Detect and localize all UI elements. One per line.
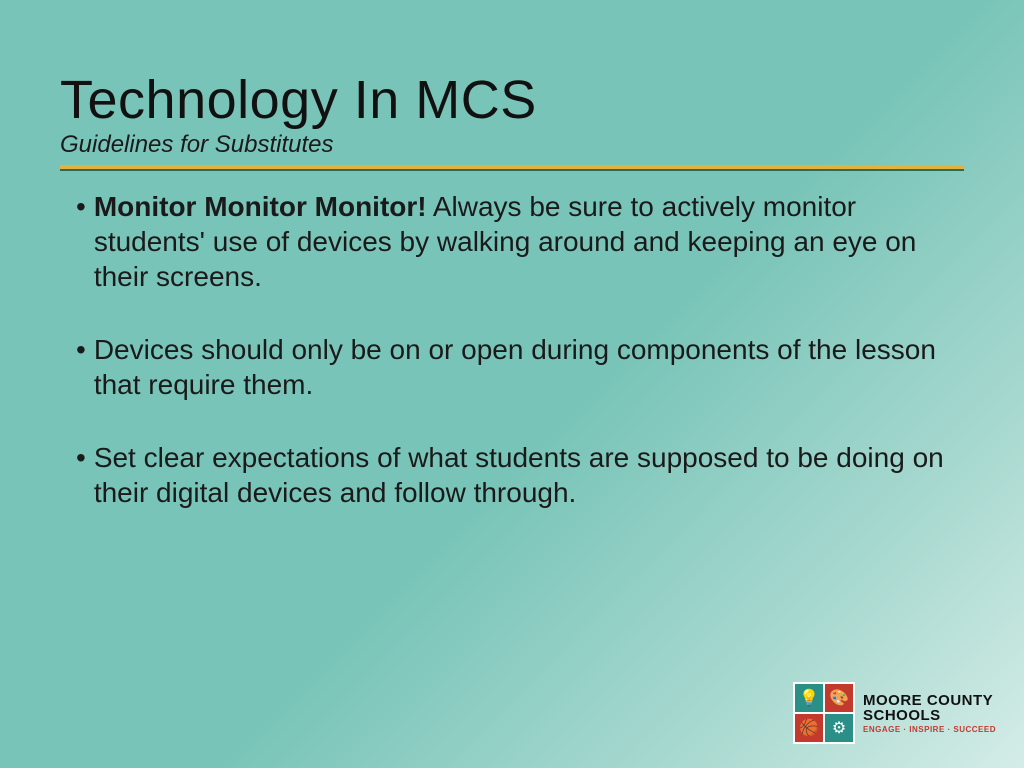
bullet-dot: • (76, 440, 86, 510)
logo-text: MOORE COUNTY SCHOOLS ENGAGE · INSPIRE · … (863, 693, 996, 734)
logo-tagline: ENGAGE · INSPIRE · SUCCEED (863, 726, 996, 734)
lightbulb-icon: 💡 (795, 684, 823, 712)
bullet-dot: • (76, 332, 86, 402)
basketball-icon: 🏀 (795, 714, 823, 742)
logo-line1: MOORE COUNTY (863, 693, 996, 708)
bullet-rest: Set clear expectations of what students … (94, 442, 944, 508)
bullet-dot: • (76, 189, 86, 294)
list-item: • Set clear expectations of what student… (72, 440, 964, 510)
bullet-text: Set clear expectations of what students … (94, 440, 964, 510)
slide-title: Technology In MCS (60, 72, 964, 129)
bullet-bold: Monitor Monitor Monitor! (94, 191, 427, 222)
bullet-text: Monitor Monitor Monitor! Always be sure … (94, 189, 964, 294)
palette-icon: 🎨 (825, 684, 853, 712)
list-item: • Devices should only be on or open duri… (72, 332, 964, 402)
title-underline (60, 165, 964, 171)
logo-line2: SCHOOLS (863, 708, 996, 723)
bullet-list: • Monitor Monitor Monitor! Always be sur… (60, 189, 964, 510)
slide-subtitle: Guidelines for Substitutes (60, 131, 964, 159)
list-item: • Monitor Monitor Monitor! Always be sur… (72, 189, 964, 294)
gear-icon: ⚙ (825, 714, 853, 742)
bullet-text: Devices should only be on or open during… (94, 332, 964, 402)
school-logo: 💡 🎨 🏀 ⚙ MOORE COUNTY SCHOOLS ENGAGE · IN… (793, 682, 996, 744)
slide: Technology In MCS Guidelines for Substit… (0, 0, 1024, 510)
bullet-rest: Devices should only be on or open during… (94, 334, 936, 400)
logo-shield: 💡 🎨 🏀 ⚙ (793, 682, 855, 744)
